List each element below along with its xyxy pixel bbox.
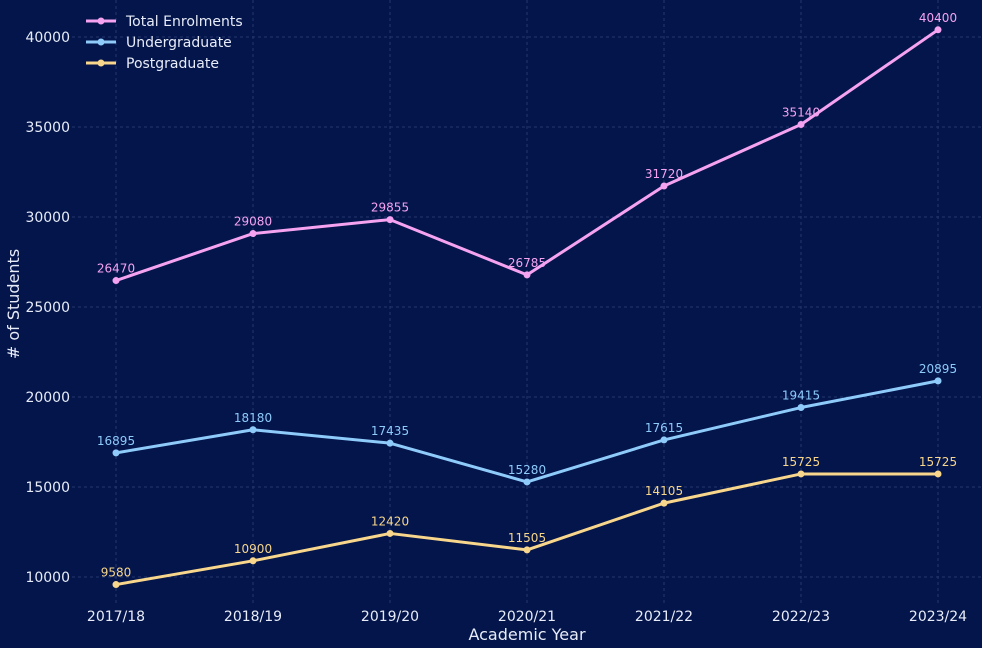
data-point — [112, 277, 120, 285]
data-point — [797, 120, 805, 128]
data-point — [386, 529, 394, 537]
data-label: 18180 — [234, 411, 272, 425]
x-axis-title: Academic Year — [468, 625, 585, 644]
data-label: 14105 — [645, 484, 683, 498]
y-tick-label: 35000 — [25, 120, 70, 136]
data-point — [386, 439, 394, 447]
data-point — [249, 557, 257, 565]
data-point — [386, 216, 394, 224]
series-total-enrolments: 26470 29080 29855 26785 31720 35140 40400 — [97, 11, 957, 285]
data-label: 16895 — [97, 434, 135, 448]
data-label: 17615 — [645, 421, 683, 435]
data-label: 20895 — [919, 362, 957, 376]
data-point — [523, 478, 531, 486]
axes-layer: Academic Year # of Students 10000 15000 20… — [4, 30, 967, 644]
data-label: 29080 — [234, 215, 272, 229]
y-tick-label: 30000 — [25, 210, 70, 226]
legend: Total Enrolments Undergraduate Postgraduat… — [86, 14, 243, 72]
data-point — [249, 230, 257, 238]
legend-swatch-marker — [97, 38, 105, 46]
series-undergraduate: 16895 18180 17435 15280 17615 19415 20895 — [97, 362, 957, 486]
data-point — [249, 426, 257, 434]
x-tick-label: 2021/22 — [635, 609, 693, 625]
data-label: 15725 — [782, 455, 820, 469]
y-tick-label: 25000 — [25, 300, 70, 316]
legend-entry: Undergraduate — [126, 35, 232, 51]
data-point — [934, 26, 942, 34]
grid-layer — [72, 0, 982, 604]
data-label: 17435 — [371, 424, 409, 438]
data-label: 31720 — [645, 167, 683, 181]
x-tick-label: 2017/18 — [87, 609, 145, 625]
legend-swatch-marker — [97, 17, 105, 25]
data-label: 15725 — [919, 455, 957, 469]
data-point — [523, 271, 531, 279]
data-point — [660, 436, 668, 444]
x-tick-label: 2023/24 — [909, 609, 967, 625]
x-tick-label: 2018/19 — [224, 609, 282, 625]
y-tick-label: 40000 — [25, 30, 70, 46]
data-label: 15280 — [508, 463, 546, 477]
data-label: 10900 — [234, 542, 272, 556]
data-point — [660, 182, 668, 190]
data-point — [797, 470, 805, 478]
y-tick-label: 20000 — [25, 390, 70, 406]
data-point — [660, 499, 668, 507]
data-point — [797, 404, 805, 412]
data-label: 26470 — [97, 262, 135, 276]
y-axis-title: # of Students — [4, 249, 23, 359]
data-point — [112, 449, 120, 457]
data-point — [934, 470, 942, 478]
data-label: 26785 — [508, 256, 546, 270]
data-point — [934, 377, 942, 385]
data-label: 9580 — [101, 566, 132, 580]
legend-entry: Total Enrolments — [125, 14, 243, 30]
data-label: 12420 — [371, 514, 409, 528]
data-point — [112, 581, 120, 589]
data-label: 29855 — [371, 201, 409, 215]
x-tick-label: 2020/21 — [498, 609, 556, 625]
legend-swatch-marker — [97, 59, 105, 67]
data-label: 35140 — [782, 105, 820, 119]
data-point — [523, 546, 531, 554]
data-label: 19415 — [782, 389, 820, 403]
series-layer: 26470 29080 29855 26785 31720 35140 40400 16895… — [97, 11, 957, 589]
y-tick-label: 15000 — [25, 480, 70, 496]
data-label: 11505 — [508, 531, 546, 545]
x-tick-label: 2019/20 — [361, 609, 419, 625]
y-tick-label: 10000 — [25, 570, 70, 586]
x-tick-label: 2022/23 — [772, 609, 830, 625]
series-postgraduate: 9580 10900 12420 11505 14105 15725 15725 — [101, 455, 957, 589]
legend-entry: Postgraduate — [126, 56, 219, 72]
data-label: 40400 — [919, 11, 957, 25]
